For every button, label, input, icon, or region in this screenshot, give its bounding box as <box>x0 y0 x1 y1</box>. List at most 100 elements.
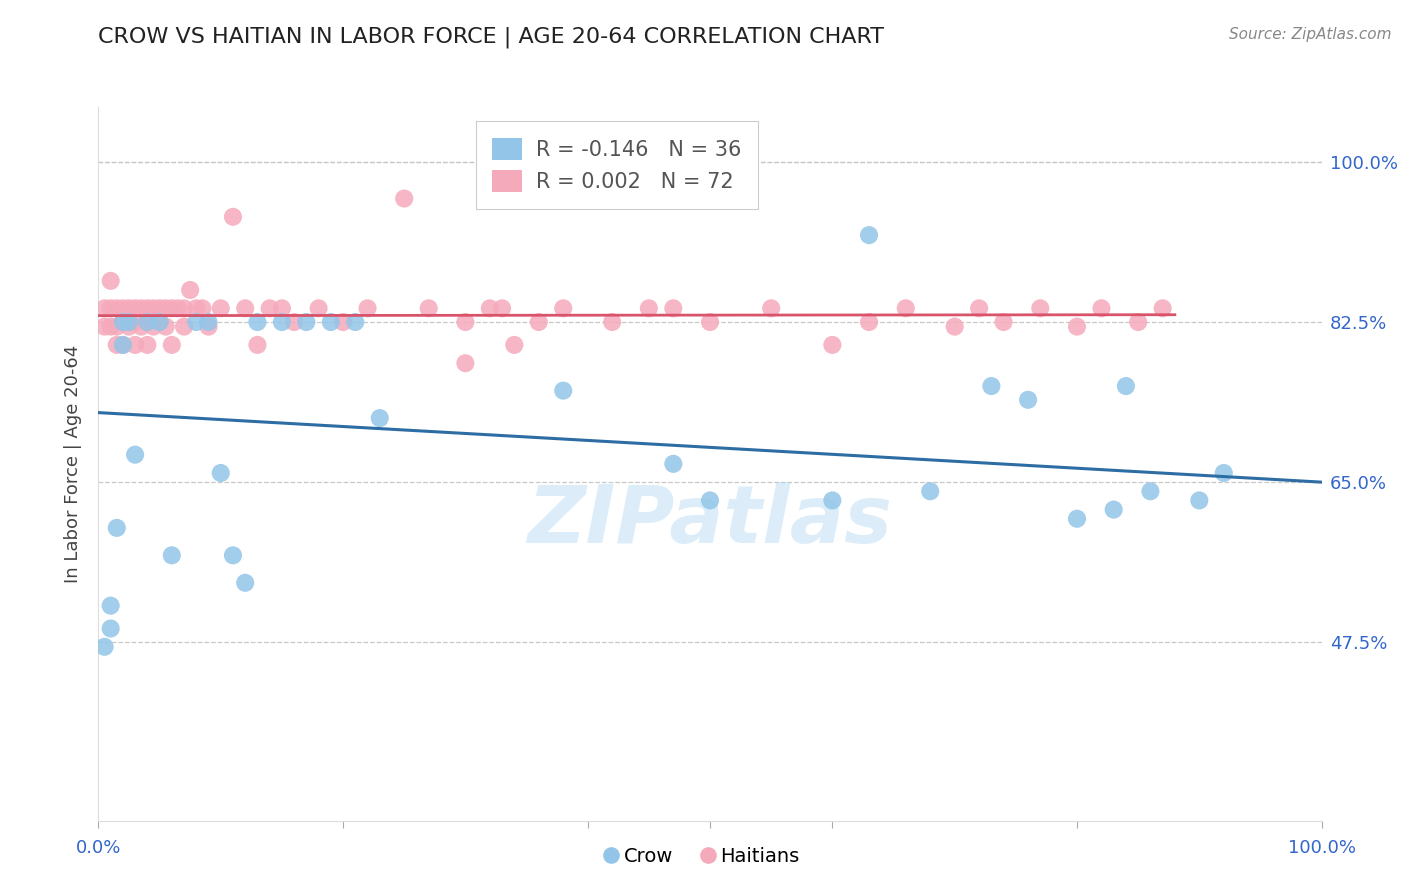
Legend: R = -0.146   N = 36, R = 0.002   N = 72: R = -0.146 N = 36, R = 0.002 N = 72 <box>475 121 758 209</box>
Point <box>209 466 232 480</box>
Text: ZIPatlas: ZIPatlas <box>527 482 893 560</box>
Point <box>155 319 177 334</box>
Point <box>1128 315 1150 329</box>
Point <box>111 338 134 352</box>
Point <box>638 301 661 316</box>
Point <box>233 575 256 590</box>
Point <box>155 301 177 316</box>
Point <box>454 356 477 370</box>
Point <box>105 521 128 535</box>
Point <box>295 315 318 329</box>
Point <box>142 301 165 316</box>
Point <box>149 301 172 316</box>
Point <box>111 315 134 329</box>
Point <box>699 493 721 508</box>
Point <box>105 301 128 316</box>
Point <box>111 338 134 352</box>
Point <box>222 549 245 563</box>
Point <box>259 301 281 316</box>
Point <box>478 301 501 316</box>
Point <box>418 301 440 316</box>
Point <box>356 301 378 316</box>
Point <box>105 338 128 352</box>
Point <box>173 319 195 334</box>
Point <box>821 338 844 352</box>
Text: CROW VS HAITIAN IN LABOR FORCE | AGE 20-64 CORRELATION CHART: CROW VS HAITIAN IN LABOR FORCE | AGE 20-… <box>98 27 884 48</box>
Point <box>142 319 165 334</box>
Point <box>980 379 1002 393</box>
Text: Source: ZipAtlas.com: Source: ZipAtlas.com <box>1229 27 1392 42</box>
Point <box>246 338 269 352</box>
Point <box>191 301 214 316</box>
Point <box>100 599 122 613</box>
Point <box>197 319 219 334</box>
Point <box>124 301 146 316</box>
Point <box>454 315 477 329</box>
Point <box>124 315 146 329</box>
Point <box>160 338 183 352</box>
Point <box>93 319 115 334</box>
Point <box>160 549 183 563</box>
Point <box>1115 379 1137 393</box>
Point <box>111 315 134 329</box>
Point <box>527 315 550 329</box>
Point <box>308 301 330 316</box>
Point <box>246 315 269 329</box>
Point <box>319 315 342 329</box>
Point <box>100 319 122 334</box>
Legend: Crow, Haitians: Crow, Haitians <box>599 838 807 873</box>
Point <box>392 192 416 206</box>
Point <box>129 301 152 316</box>
Point <box>344 315 367 329</box>
Point <box>136 315 159 329</box>
Point <box>100 301 122 316</box>
Point <box>821 493 844 508</box>
Point <box>368 411 391 425</box>
Point <box>222 210 245 224</box>
Point <box>124 448 146 462</box>
Point <box>270 301 294 316</box>
Point <box>111 301 134 316</box>
Point <box>1102 502 1125 516</box>
Point <box>197 315 219 329</box>
Point <box>662 301 685 316</box>
Point <box>118 315 141 329</box>
Point <box>167 301 190 316</box>
Point <box>93 301 115 316</box>
Point <box>967 301 990 316</box>
Point <box>149 315 172 329</box>
Point <box>136 315 159 329</box>
Point <box>118 301 141 316</box>
Point <box>186 315 208 329</box>
Point <box>100 622 122 636</box>
Point <box>105 319 128 334</box>
Point <box>993 315 1015 329</box>
Point <box>1212 466 1234 480</box>
Point <box>1066 319 1088 334</box>
Point <box>662 457 685 471</box>
Point <box>858 228 880 243</box>
Point <box>179 283 201 297</box>
Point <box>1029 301 1052 316</box>
Point <box>943 319 966 334</box>
Point <box>186 301 208 316</box>
Point <box>136 338 159 352</box>
Point <box>699 315 721 329</box>
Point <box>503 338 526 352</box>
Point <box>209 301 232 316</box>
Point <box>1152 301 1174 316</box>
Point <box>1090 301 1112 316</box>
Point <box>283 315 305 329</box>
Point <box>129 319 152 334</box>
Point <box>93 640 115 654</box>
Point <box>124 338 146 352</box>
Point <box>160 301 183 316</box>
Point <box>491 301 513 316</box>
Point <box>118 315 141 329</box>
Point <box>858 315 880 329</box>
Point <box>173 301 195 316</box>
Point <box>100 274 122 288</box>
Point <box>1017 392 1039 407</box>
Point <box>1066 512 1088 526</box>
Point <box>233 301 256 316</box>
